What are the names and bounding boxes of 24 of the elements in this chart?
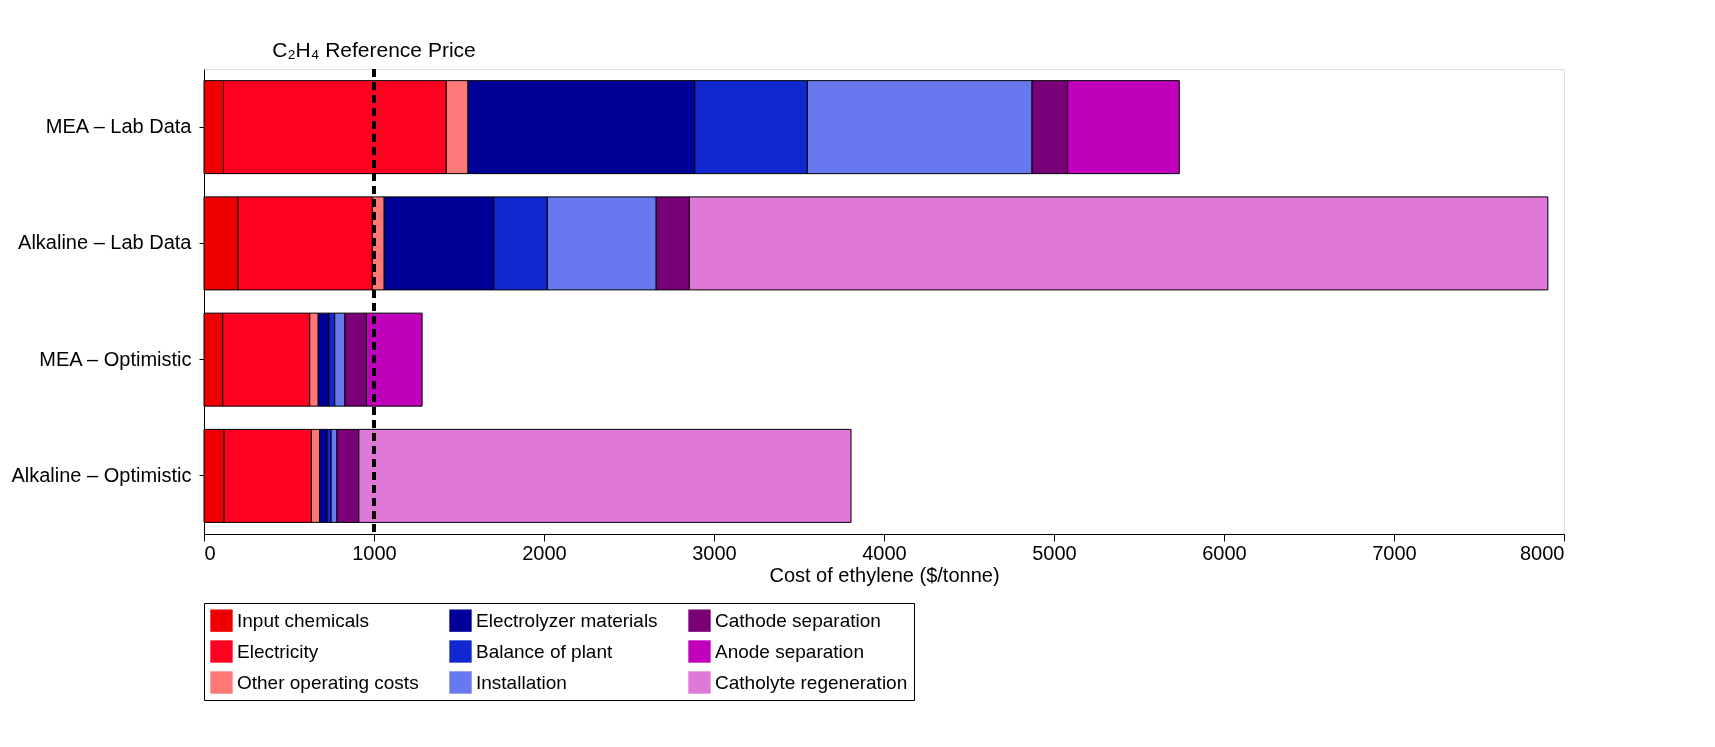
- legend-label: Cathode separation: [715, 609, 881, 631]
- legend-label: Balance of plant: [476, 640, 613, 662]
- x-tick-label: 6000: [1202, 541, 1247, 564]
- y-tick-label: Alkaline – Optimistic: [11, 463, 192, 486]
- x-tick-label: 8000: [1520, 541, 1565, 564]
- legend-label: Other operating costs: [237, 671, 419, 693]
- x-tick-label: 2000: [522, 541, 567, 564]
- x-tick-label: 7000: [1372, 541, 1417, 564]
- legend-label: Catholyte regeneration: [715, 671, 908, 693]
- y-tick-label: MEA – Optimistic: [39, 347, 192, 370]
- legend-label: Electrolyzer materials: [476, 609, 658, 631]
- x-axis-title: Cost of ethylene ($/tonne): [769, 563, 1000, 586]
- legend-label: Installation: [476, 671, 567, 693]
- y-tick-label: MEA – Lab Data: [45, 115, 193, 138]
- x-tick-label: 1000: [352, 541, 397, 564]
- x-tick-label: 4000: [862, 541, 907, 564]
- legend-label: Input chemicals: [237, 609, 370, 631]
- ref-line-label: C₂H₄ Reference Price: [272, 38, 476, 61]
- x-tick-label: 3000: [692, 541, 737, 564]
- legend-label: Anode separation: [715, 640, 864, 662]
- y-tick-label: Alkaline – Lab Data: [18, 231, 193, 254]
- legend-label: Electricity: [237, 640, 319, 662]
- x-tick-label: 0: [204, 541, 216, 564]
- x-tick-label: 5000: [1032, 541, 1077, 564]
